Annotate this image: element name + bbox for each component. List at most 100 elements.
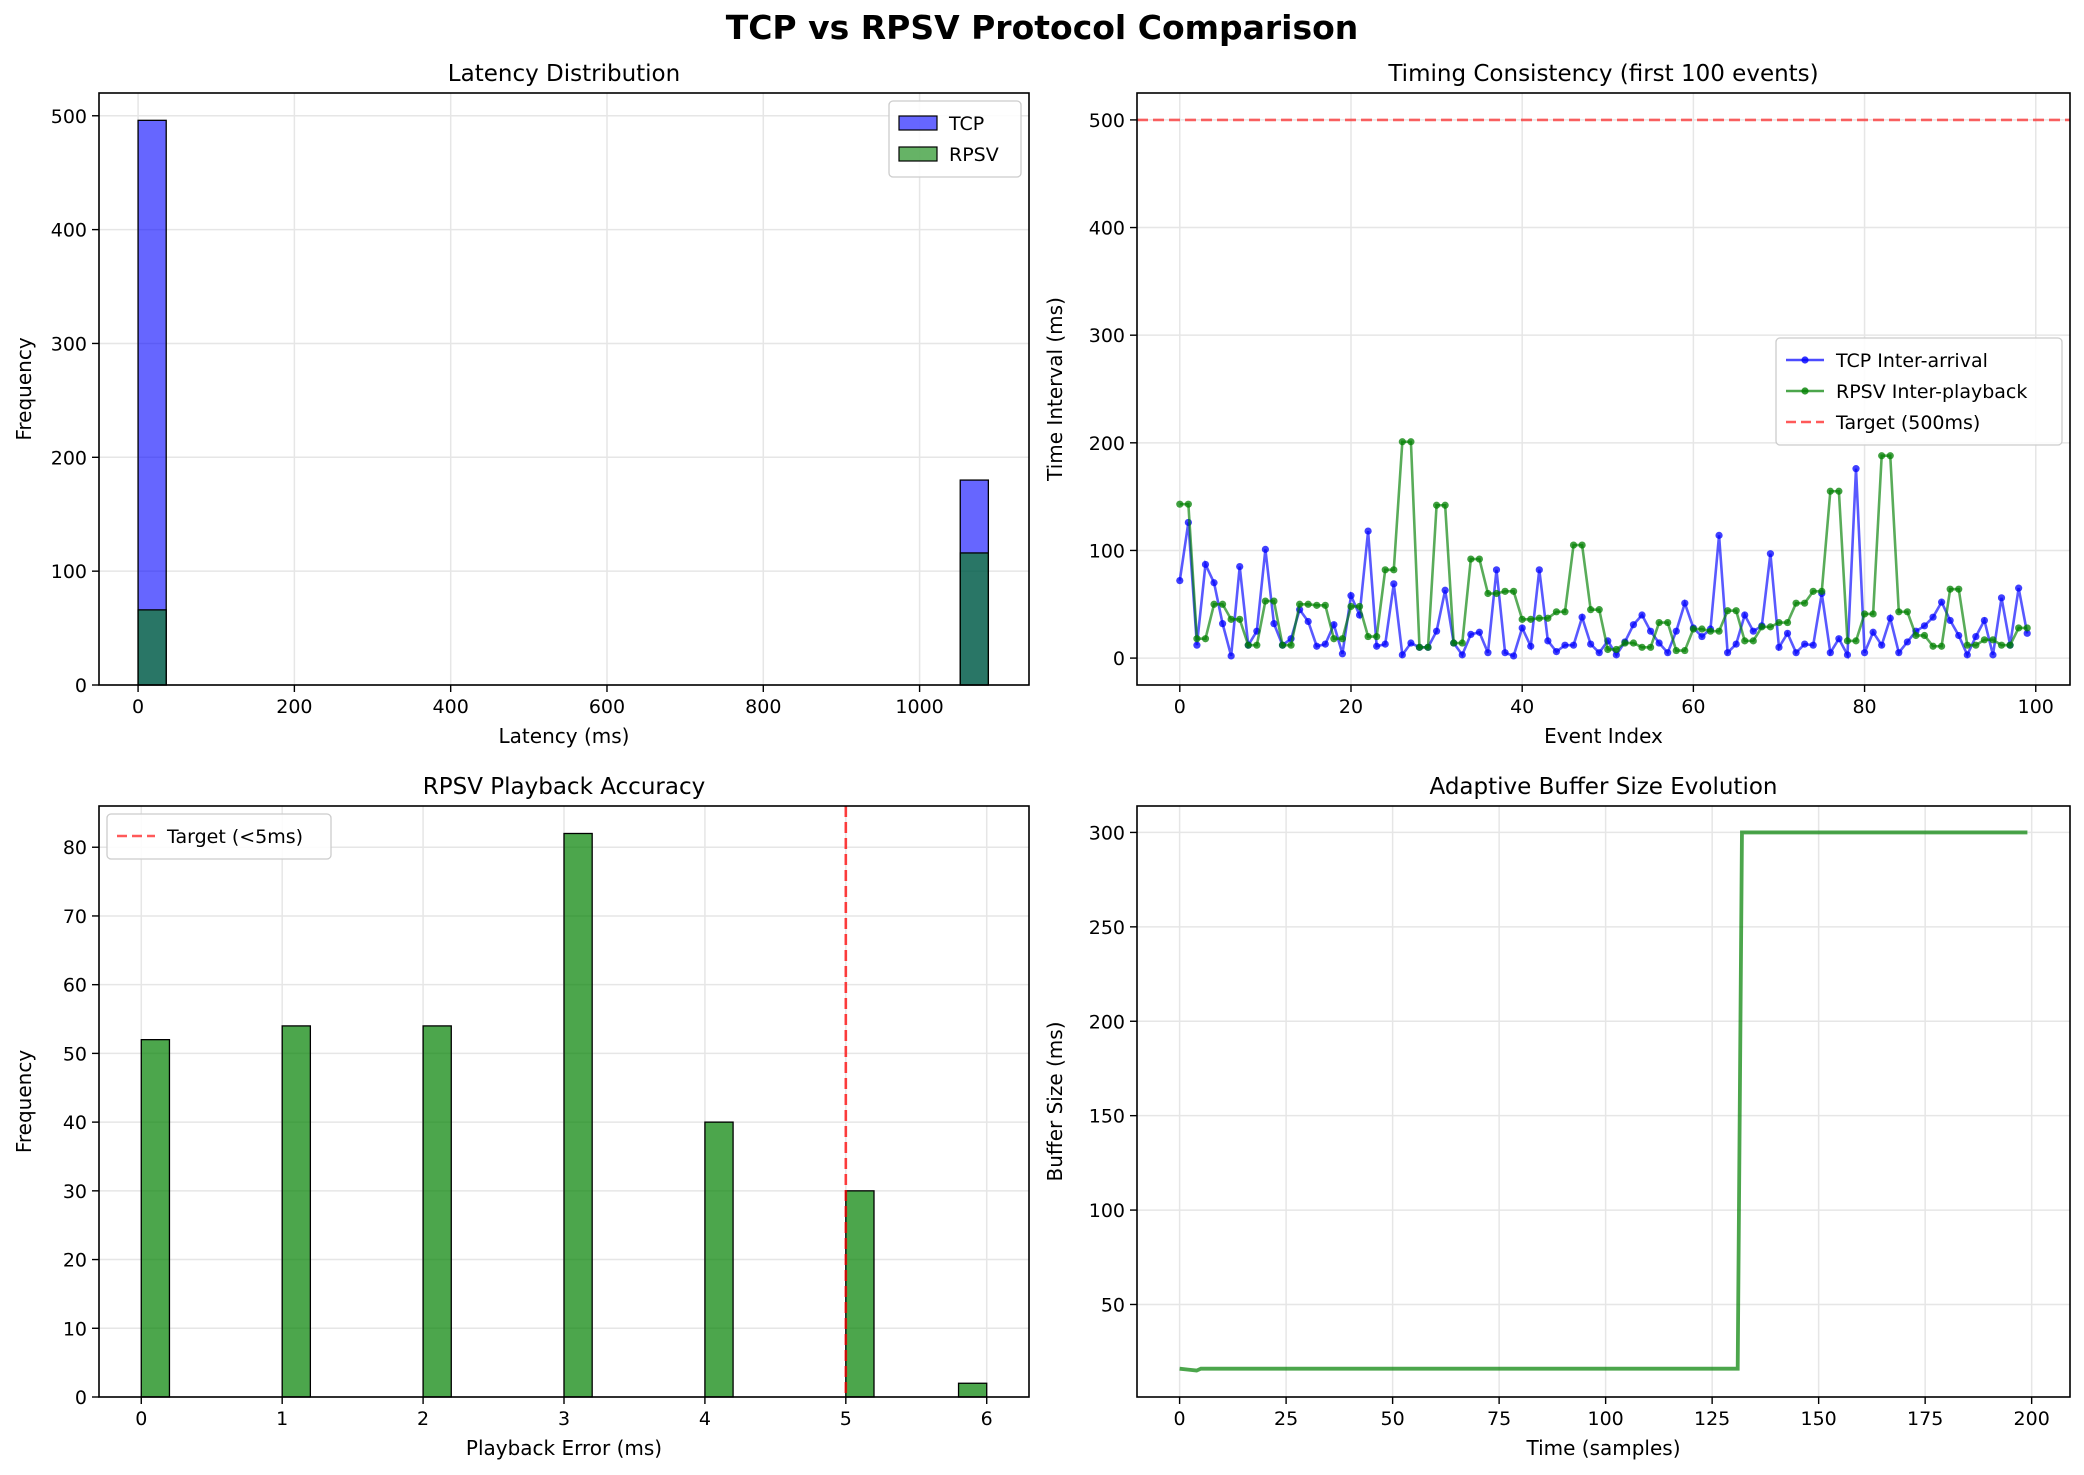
data-point [1595, 606, 1603, 614]
bar-series-1 [281, 1025, 312, 1398]
data-point [1801, 640, 1809, 648]
data-point [1972, 632, 1980, 641]
data-point [1895, 608, 1903, 616]
data-point [1193, 641, 1201, 649]
y-tick-label: 10 [63, 1318, 87, 1340]
bar-rpsv [137, 609, 167, 686]
x-tick-label: 1000 [895, 696, 943, 718]
data-point [1193, 635, 1201, 643]
data-point [1381, 640, 1389, 648]
data-point [1330, 635, 1338, 643]
y-tick-label: 50 [1101, 1294, 1125, 1316]
data-point [1475, 555, 1483, 563]
y-tick-label: 400 [1089, 218, 1125, 240]
data-point [1313, 601, 1321, 609]
data-point [1664, 618, 1672, 627]
data-point [1492, 589, 1501, 598]
x-tick-label: 40 [1510, 696, 1534, 718]
data-point [1895, 649, 1903, 657]
data-point [1783, 618, 1792, 627]
y-tick-label: 0 [75, 1387, 87, 1409]
axes-frame [98, 92, 1030, 686]
data-point [1398, 651, 1406, 659]
legend-swatch [898, 146, 938, 162]
data-point [1646, 643, 1655, 651]
data-point [1407, 639, 1415, 647]
x-tick-label: 0 [1174, 696, 1186, 718]
data-point [1561, 641, 1569, 649]
data-point [1355, 602, 1364, 611]
data-point [1604, 645, 1612, 654]
legend: TCP Inter-arrival RPSV Inter-playback Targ… [1775, 337, 2063, 446]
data-point [1912, 631, 1920, 640]
series-line-rpsv-inter-playback [1179, 440, 2028, 652]
y-tick-label: 60 [63, 975, 87, 997]
data-point [1270, 597, 1278, 605]
x-axis-label: Event Index [1544, 724, 1663, 748]
data-point [1792, 599, 1800, 607]
axes-frame [1136, 92, 2071, 686]
data-point [1458, 639, 1466, 647]
data-point [1980, 616, 1989, 625]
y-tick-label: 100 [1089, 1200, 1125, 1222]
data-point [1236, 615, 1244, 623]
data-point [1450, 639, 1458, 647]
y-tick-label: 200 [51, 447, 87, 469]
x-tick-label: 1 [276, 1408, 288, 1430]
x-tick-label: 400 [433, 696, 469, 718]
bar-series-1 [845, 1190, 875, 1398]
data-point [1775, 643, 1783, 651]
data-point [1313, 642, 1321, 650]
data-point [1390, 580, 1398, 588]
chart-panel-1: 0 200 400 600 800 1000 0 100 200 300 400 500 Latency… [12, 61, 1030, 748]
legend-label: RPSV Inter-playback [1836, 381, 2027, 403]
data-point [1852, 465, 1860, 473]
data-point [1441, 501, 1449, 509]
data-point [1338, 635, 1347, 643]
data-point [1501, 649, 1509, 657]
x-tick-label: 6 [981, 1408, 993, 1430]
data-point [1989, 636, 1997, 644]
data-point [1818, 587, 1826, 595]
x-tick-label: 3 [558, 1408, 570, 1430]
data-point [1749, 637, 1757, 645]
data-point [1595, 649, 1603, 657]
data-point [1244, 641, 1252, 649]
x-tick-label: 175 [1907, 1408, 1943, 1430]
y-tick-label: 150 [1089, 1106, 1125, 1128]
x-tick-label: 200 [276, 696, 312, 718]
data-point [1527, 615, 1535, 623]
bar-tcp [137, 119, 167, 686]
y-tick-label: 250 [1089, 917, 1125, 939]
data-point [1458, 651, 1466, 659]
data-point [1955, 631, 1963, 640]
data-point [1184, 500, 1192, 508]
data-point [1467, 555, 1475, 563]
x-axis-label: Latency (ms) [499, 724, 630, 748]
data-point [1484, 649, 1492, 657]
data-point [1955, 585, 1963, 593]
data-point [1176, 576, 1184, 585]
data-point [1655, 618, 1663, 627]
data-point [1766, 550, 1775, 558]
y-axis-label: Frequency [12, 337, 36, 440]
data-point [1886, 452, 1894, 460]
data-point [1972, 641, 1980, 649]
data-point [1946, 616, 1954, 625]
data-point [1587, 640, 1595, 648]
data-point [1561, 608, 1569, 616]
x-tick-label: 100 [2018, 696, 2054, 718]
data-point [1587, 606, 1595, 614]
data-point [1304, 600, 1312, 608]
data-point [1270, 620, 1278, 628]
x-tick-label: 25 [1274, 1408, 1298, 1430]
data-point [1878, 641, 1886, 649]
data-point [1715, 531, 1723, 539]
x-tick-label: 0 [1174, 1408, 1186, 1430]
data-point [1920, 631, 1929, 640]
data-point [1612, 651, 1620, 659]
legend-marker [1801, 356, 1809, 364]
x-tick-label: 0 [132, 696, 144, 718]
